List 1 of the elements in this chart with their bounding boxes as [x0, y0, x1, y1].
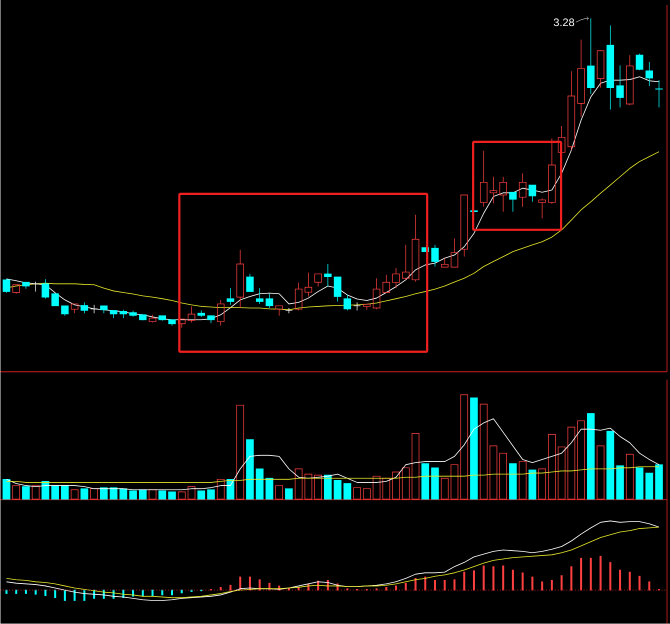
annotation: 3.28 [554, 18, 574, 26]
